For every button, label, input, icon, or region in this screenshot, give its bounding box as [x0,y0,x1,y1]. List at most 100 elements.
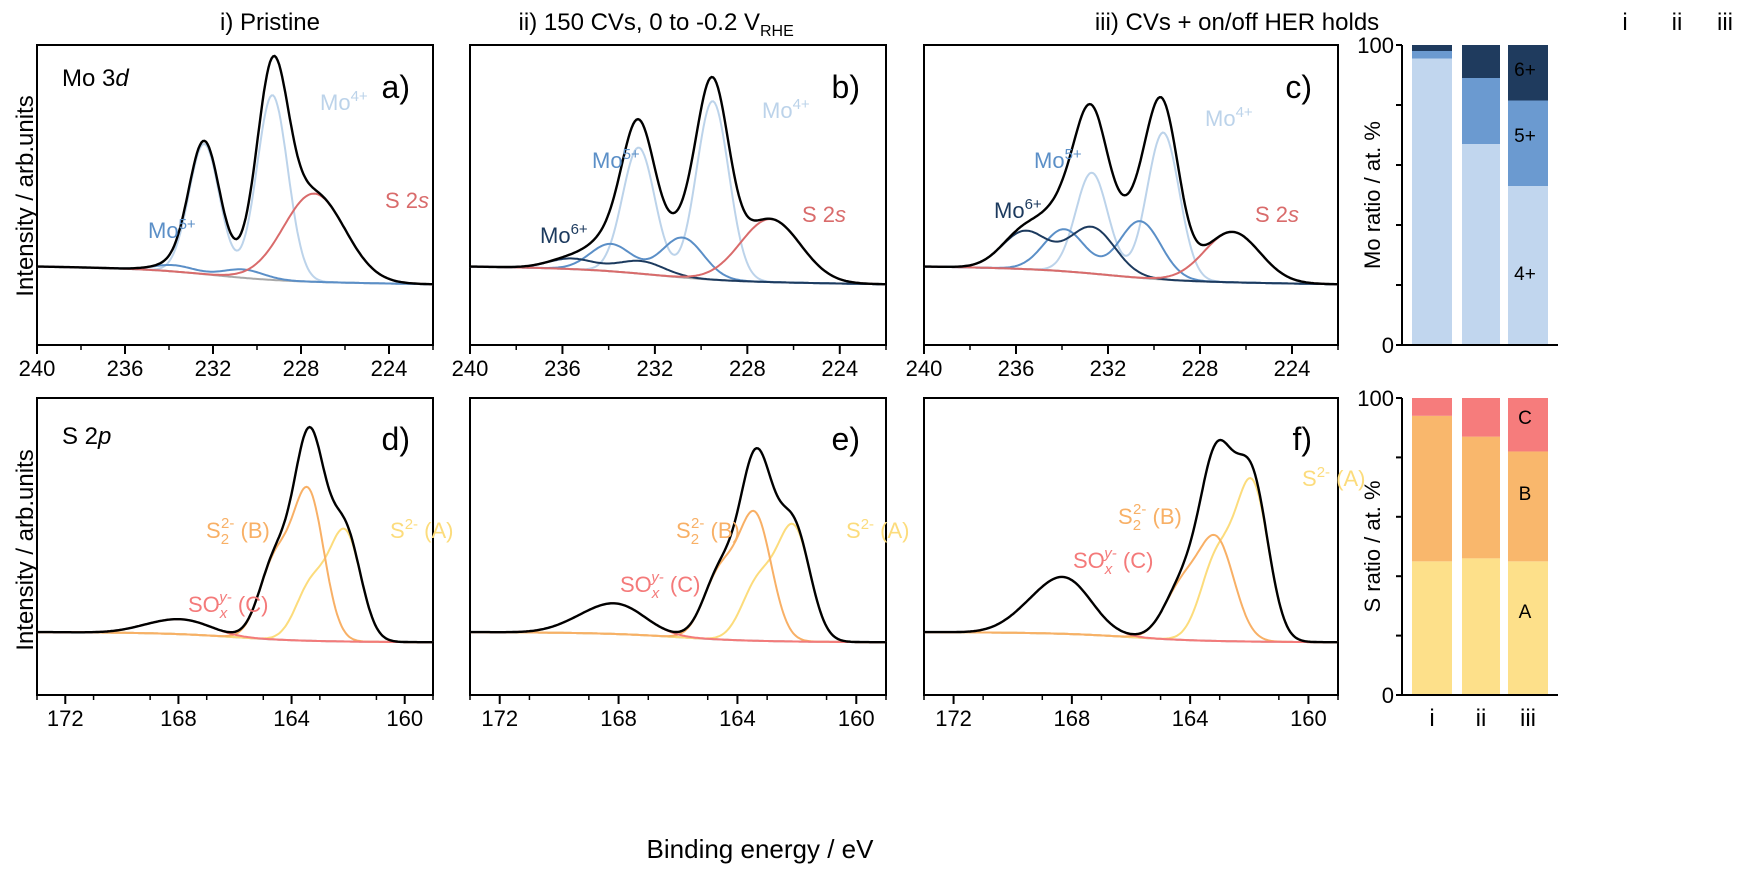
bar-segment-c-i [1412,398,1452,416]
bar-y-label: S ratio / at. % [1360,480,1385,612]
bar-column-iii: iii [1717,9,1733,36]
y-axis-label-top: Intensity / arb.units [12,95,39,296]
column-title-ii: ii) 150 CVs, 0 to -0.2 V RHE [519,9,794,40]
panel-letter: e) [832,421,860,457]
bar-panels: 0 100 Mo ratio / at. % 4+ 5+ 6+ 0 100 S ratio / … [1357,33,1558,732]
panel-letter: b) [832,69,860,105]
x-tick-label: 228 [729,356,766,381]
x-axis-label: Binding energy / eV [647,834,875,864]
column-title-iii: iii) CVs + on/off HER holds [1095,9,1379,36]
peak-label: S 2s [385,188,429,213]
peak-label: S 2s [1255,202,1299,227]
panel-e: 172 168 164 160 e) SOxy- (C) S22- (B) S2- (A) [470,398,909,731]
panel-b: 240 236 232 228 224 b) Mo6+ Mo5+ Mo4+ S 2s [452,45,886,381]
x-tick-label: 236 [998,356,1035,381]
envelope-line [924,97,1338,284]
panel-letter: f) [1292,421,1312,457]
x-tick-label: 160 [838,706,875,731]
peak-label: S22- (B) [1118,501,1182,534]
peak-label: Mo4+ [762,96,810,123]
component-mo4plus [470,101,886,284]
x-tick-label: 164 [1172,706,1209,731]
y-axis-label-bottom: Intensity / arb.units [12,449,39,650]
row-label-s2p: S 2p [62,423,111,450]
x-tick-label: 232 [637,356,674,381]
x-tick-label: 168 [1053,706,1090,731]
segment-label: C [1518,408,1532,429]
x-tick-label: 228 [283,356,320,381]
bar-segment-a-ii [1462,558,1500,695]
segment-label: 4+ [1514,264,1536,285]
panel-a: 240 236 232 228 224 a) Mo5+ Mo4+ S 2s [19,45,433,381]
peak-label: SOxy- (C) [620,569,700,602]
x-tick-label: 160 [386,706,423,731]
peak-label: S22- (B) [676,515,740,548]
panel-letter: d) [382,421,410,457]
panel-frame [924,45,1338,345]
panel-letter: a) [382,69,410,105]
row-label-mo3d: Mo 3d [62,65,129,92]
segment-label: 5+ [1514,126,1536,147]
peak-label: S2- (A) [1302,464,1365,491]
x-tick-label: 164 [719,706,756,731]
x-tick-label: 160 [1290,706,1327,731]
panel-frame [470,398,886,695]
x-tick-label: 172 [935,706,972,731]
peak-label: SOxy- (C) [188,589,268,622]
svg-text:ii) 150 CVs, 0 to -0.2 V: ii) 150 CVs, 0 to -0.2 V [519,9,760,36]
panel-frame [470,45,886,345]
bar-category-label: i [1429,705,1434,732]
segment-label: B [1519,484,1532,505]
x-tick-label: 168 [600,706,637,731]
bar-y-label: Mo ratio / at. % [1360,121,1385,269]
bar-segment-4plus-ii [1462,144,1500,345]
x-tick-label: 172 [47,706,84,731]
bar-segment-b-ii [1462,437,1500,559]
y-tick-label: 100 [1357,33,1394,58]
xps-figure: i) Pristine ii) 150 CVs, 0 to -0.2 V RHE… [0,0,1750,875]
segment-label: A [1519,602,1532,623]
peak-label: Mo6+ [540,221,588,248]
peak-label: S2- (A) [846,516,909,543]
bar-segment-5plus-ii [1462,78,1500,144]
peak-label: S22- (B) [206,515,270,548]
peak-label: S 2s [802,202,846,227]
panel-c: 240 236 232 228 224 c) Mo6+ Mo5+ Mo4+ S 2s [906,45,1338,381]
stacked-bar-mo: 0 100 Mo ratio / at. % 4+ 5+ 6+ [1357,33,1558,358]
x-tick-label: 240 [906,356,943,381]
peak-label: S2- (A) [390,516,453,543]
bar-category-label: ii [1476,705,1487,732]
x-tick-label: 236 [107,356,144,381]
envelope-line [470,448,886,642]
peak-label: Mo4+ [320,88,368,115]
panel-frame [924,398,1338,695]
y-tick-label: 100 [1357,386,1394,411]
bar-segment-a-iii [1508,561,1548,695]
x-tick-label: 224 [371,356,408,381]
svg-text:Intensity / arb.units: Intensity / arb.units [12,449,39,650]
y-tick-label: 0 [1382,333,1394,358]
panel-f: 172 168 164 160 f) SOxy- (C) S22- (B) S2- (A) [924,398,1365,731]
panel-letter: c) [1285,69,1312,105]
x-tick-label: 168 [160,706,197,731]
bar-segment-6plus-ii [1462,45,1500,78]
x-tick-label: 224 [1274,356,1311,381]
peak-label: SOxy- (C) [1073,545,1153,578]
stacked-bar-s: 0100S ratio / at. % ABCi ii iii [1357,386,1558,732]
column-title-i: i) Pristine [220,9,320,36]
svg-text:Mo ratio / at. %: Mo ratio / at. % [1360,121,1385,269]
envelope-line [924,440,1338,642]
component-a [37,529,433,643]
svg-text:RHE: RHE [760,23,794,40]
x-tick-label: 228 [1182,356,1219,381]
peak-label: Mo6+ [994,196,1042,223]
x-tick-label: 164 [273,706,310,731]
bar-segment-a-i [1412,561,1452,695]
x-tick-label: 240 [452,356,489,381]
spectra-panels: 240 236 232 228 224 a) Mo5+ Mo4+ S 2s 240 236 232 22… [19,45,1366,731]
bar-segment-4plus-i [1412,59,1452,346]
peak-label: Mo4+ [1205,104,1253,131]
component-mo4plus [37,95,433,284]
x-tick-label: 224 [821,356,858,381]
component-mo6plus [924,227,1338,285]
